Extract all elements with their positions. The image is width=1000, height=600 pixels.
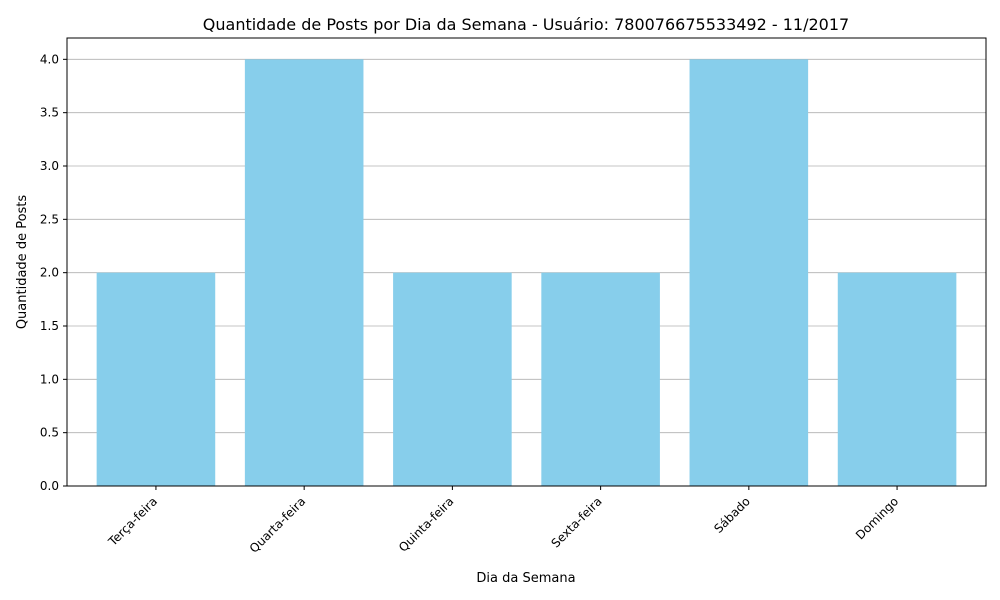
- y-tick-label: 4.0: [40, 52, 59, 66]
- y-tick-label: 2.0: [40, 266, 59, 280]
- y-tick-label: 3.5: [40, 106, 59, 120]
- bars: [96, 59, 957, 486]
- x-tick-label: Sábado: [711, 494, 753, 536]
- bar-4: [689, 59, 809, 486]
- y-tick-label: 1.0: [40, 372, 59, 386]
- bar-2: [393, 272, 512, 486]
- y-tick-label: 1.5: [40, 319, 59, 333]
- grid-lines: [67, 58, 986, 487]
- x-tick-label: Terça-feira: [105, 494, 160, 549]
- x-tick-label: Sexta-feira: [549, 494, 605, 550]
- bar-1: [244, 59, 364, 486]
- x-tick-label: Quinta-feira: [396, 494, 457, 555]
- y-tick-label: 2.5: [40, 212, 59, 226]
- y-axis-ticks: 0.0 0.5 1.0 1.5 2.0 2.5 3.0 3.5 4.0: [40, 52, 67, 493]
- x-tick-label: Quarta-feira: [247, 494, 308, 555]
- bar-5: [837, 272, 957, 486]
- y-tick-label: 0.0: [40, 479, 59, 493]
- bar-3: [541, 272, 660, 486]
- chart-title: Quantidade de Posts por Dia da Semana - …: [203, 15, 849, 34]
- y-tick-label: 3.0: [40, 159, 59, 173]
- x-tick-label: Domingo: [853, 494, 901, 542]
- x-axis-ticks: Terça-feira Quarta-feira Quinta-feira Sexta…: [105, 486, 901, 556]
- y-tick-label: 0.5: [40, 426, 59, 440]
- y-axis-label: Quantidade de Posts: [15, 195, 30, 330]
- x-axis-label: Dia da Semana: [476, 571, 575, 586]
- plot-frame: [66, 37, 987, 487]
- bar-0: [96, 272, 216, 486]
